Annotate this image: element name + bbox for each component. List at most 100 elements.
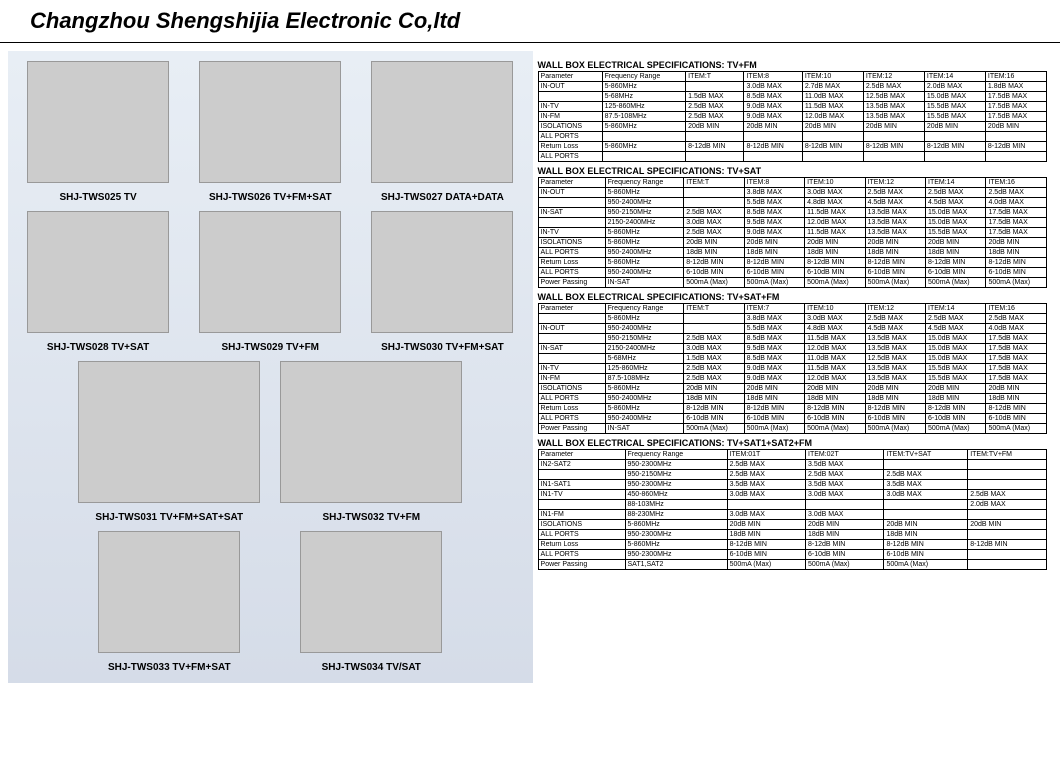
table-cell: 20dB MIN bbox=[968, 520, 1047, 530]
table-row: Return Loss5-860MHz8-12dB MIN8-12dB MIN8… bbox=[538, 142, 1046, 152]
product-item: SHJ-TWS030 TV+FM+SAT bbox=[371, 211, 513, 353]
table-cell: 2.5dB MAX bbox=[686, 102, 744, 112]
table-cell bbox=[684, 324, 744, 334]
table-row: ISOLATIONS5-860MHz20dB MIN20dB MIN20dB M… bbox=[538, 122, 1046, 132]
table-cell: 15.0dB MAX bbox=[926, 334, 986, 344]
product-item: SHJ-TWS026 TV+FM+SAT bbox=[199, 61, 341, 203]
table-cell bbox=[538, 92, 602, 102]
table-cell: 6-10dB MIN bbox=[744, 268, 804, 278]
table-cell: 8.5dB MAX bbox=[744, 92, 802, 102]
table-cell: 3.0dB MAX bbox=[806, 490, 884, 500]
table-header: ITEM:T bbox=[684, 304, 744, 314]
table-cell: Power Passing bbox=[538, 278, 605, 288]
spec-table: ParameterFrequency RangeITEM:TITEM:8ITEM… bbox=[538, 177, 1047, 288]
table-cell: 5-860MHz bbox=[625, 520, 727, 530]
table-cell bbox=[602, 152, 686, 162]
table-header: ITEM:14 bbox=[924, 72, 985, 82]
table-cell: 17.5dB MAX bbox=[985, 102, 1046, 112]
table-cell: 500mA (Max) bbox=[744, 278, 804, 288]
table-cell: 5-860MHz bbox=[605, 314, 684, 324]
table-header: ITEM:12 bbox=[865, 304, 925, 314]
table-cell: ALL PORTS bbox=[538, 248, 605, 258]
table-cell: 6-10dB MIN bbox=[727, 550, 805, 560]
table-cell: 15.5dB MAX bbox=[924, 112, 985, 122]
product-image bbox=[371, 61, 513, 183]
table-row: IN-FM87.5-108MHz2.5dB MAX9.0dB MAX12.0dB… bbox=[538, 374, 1046, 384]
table-cell: 8-12dB MIN bbox=[802, 142, 863, 152]
table-cell: 500mA (Max) bbox=[986, 278, 1047, 288]
table-cell: 3.5dB MAX bbox=[884, 480, 968, 490]
table-cell: 20dB MIN bbox=[924, 122, 985, 132]
table-cell: 950-2300MHz bbox=[625, 480, 727, 490]
table-row: ALL PORTS950-2400MHz18dB MIN18dB MIN18dB… bbox=[538, 248, 1046, 258]
product-item: SHJ-TWS025 TV bbox=[27, 61, 169, 203]
table-cell: 5-860MHz bbox=[605, 228, 684, 238]
table-cell: 500mA (Max) bbox=[806, 560, 884, 570]
table-header: ITEM:14 bbox=[926, 304, 986, 314]
table-cell: IN-OUT bbox=[538, 82, 602, 92]
table-cell: 12.0dB MAX bbox=[805, 344, 865, 354]
table-cell bbox=[686, 152, 744, 162]
table-row: 5-68MHz1.5dB MAX8.5dB MAX11.0dB MAX12.5d… bbox=[538, 92, 1046, 102]
table-cell: 8.5dB MAX bbox=[744, 208, 804, 218]
table-cell: 500mA (Max) bbox=[865, 278, 925, 288]
table-cell: 20dB MIN bbox=[684, 384, 744, 394]
table-cell: 4.5dB MAX bbox=[865, 198, 925, 208]
table-header: ITEM:10 bbox=[805, 178, 865, 188]
table-cell: IN1-TV bbox=[538, 490, 625, 500]
table-cell: 8-12dB MIN bbox=[684, 404, 744, 414]
table-cell: 3.0dB MAX bbox=[806, 510, 884, 520]
table-cell: 20dB MIN bbox=[805, 238, 865, 248]
product-label: SHJ-TWS026 TV+FM+SAT bbox=[199, 192, 341, 203]
table-header: Frequency Range bbox=[605, 178, 684, 188]
table-cell: Power Passing bbox=[538, 424, 605, 434]
product-image bbox=[199, 61, 341, 183]
table-row: IN-OUT950-2400MHz5.5dB MAX4.8dB MAX4.5dB… bbox=[538, 324, 1046, 334]
product-image bbox=[199, 211, 341, 333]
table-header: Frequency Range bbox=[602, 72, 686, 82]
table-row: 950-2400MHz5.5dB MAX4.8dB MAX4.5dB MAX4.… bbox=[538, 198, 1046, 208]
table-cell: 8-12dB MIN bbox=[744, 404, 804, 414]
table-cell: 950-2400MHz bbox=[605, 324, 684, 334]
table-cell: 13.5dB MAX bbox=[863, 102, 924, 112]
table-cell: 8-12dB MIN bbox=[805, 404, 865, 414]
table-header: ITEM:7 bbox=[744, 304, 804, 314]
product-image bbox=[371, 211, 513, 333]
table-cell: 950-2400MHz bbox=[605, 198, 684, 208]
table-cell: IN-TV bbox=[538, 364, 605, 374]
table-cell: Return Loss bbox=[538, 540, 625, 550]
table-cell: 15.0dB MAX bbox=[926, 208, 986, 218]
table-cell: 4.8dB MAX bbox=[805, 198, 865, 208]
table-cell: IN-TV bbox=[538, 228, 605, 238]
table-cell bbox=[968, 550, 1047, 560]
table-cell: 9.0dB MAX bbox=[744, 102, 802, 112]
table-cell: 500mA (Max) bbox=[926, 424, 986, 434]
table-cell: IN2-SAT2 bbox=[538, 460, 625, 470]
table-header: ITEM:14 bbox=[926, 178, 986, 188]
table-cell: 8-12dB MIN bbox=[727, 540, 805, 550]
table-header: ITEM:TV+FM bbox=[968, 450, 1047, 460]
table-cell bbox=[602, 132, 686, 142]
table-cell: 17.5dB MAX bbox=[986, 354, 1047, 364]
table-cell: 6-10dB MIN bbox=[805, 414, 865, 424]
table-cell: 1.5dB MAX bbox=[684, 354, 744, 364]
table-row: ALL PORTS bbox=[538, 152, 1046, 162]
table-cell: 6-10dB MIN bbox=[805, 268, 865, 278]
table-cell: 20dB MIN bbox=[686, 122, 744, 132]
table-title: WALL BOX ELECTRICAL SPECIFICATIONS: TV+S… bbox=[538, 438, 1047, 448]
table-cell: 18dB MIN bbox=[986, 394, 1047, 404]
table-cell: 5-860MHz bbox=[602, 142, 686, 152]
company-title: Changzhou Shengshijia Electronic Co,ltd bbox=[0, 0, 1060, 43]
table-row: Return Loss5-860MHz8-12dB MIN8-12dB MIN8… bbox=[538, 258, 1046, 268]
table-cell: 2.5dB MAX bbox=[686, 112, 744, 122]
table-cell: 13.5dB MAX bbox=[865, 208, 925, 218]
spec-table: ParameterFrequency RangeITEM:01TITEM:02T… bbox=[538, 449, 1047, 570]
table-header: Parameter bbox=[538, 450, 625, 460]
table-cell: 15.5dB MAX bbox=[924, 102, 985, 112]
product-label: SHJ-TWS027 DATA+DATA bbox=[371, 192, 513, 203]
table-cell: ISOLATIONS bbox=[538, 384, 605, 394]
table-cell: 17.5dB MAX bbox=[986, 228, 1047, 238]
table-cell: 18dB MIN bbox=[727, 530, 805, 540]
table-cell: 18dB MIN bbox=[865, 248, 925, 258]
table-cell bbox=[968, 510, 1047, 520]
